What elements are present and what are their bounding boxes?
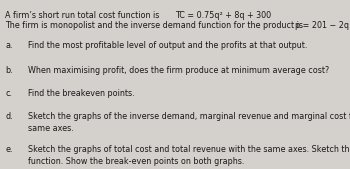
Text: A firm’s short run total cost function is: A firm’s short run total cost function i… — [5, 11, 159, 20]
Text: p = 201 − 2q: p = 201 − 2q — [295, 21, 349, 30]
Text: Sketch the graphs of the inverse demand, marginal revenue and marginal cost func: Sketch the graphs of the inverse demand,… — [28, 112, 350, 133]
Text: The firm is monopolist and the inverse demand function for the product is: The firm is monopolist and the inverse d… — [5, 21, 303, 30]
Text: d.: d. — [5, 112, 13, 121]
Text: Find the most profitable level of output and the profits at that output.: Find the most profitable level of output… — [28, 41, 307, 50]
Text: When maximising profit, does the firm produce at minimum average cost?: When maximising profit, does the firm pr… — [28, 66, 329, 75]
Text: a.: a. — [5, 41, 13, 50]
Text: b.: b. — [5, 66, 13, 75]
Text: Find the breakeven points.: Find the breakeven points. — [28, 89, 135, 98]
Text: c.: c. — [5, 89, 12, 98]
Text: e.: e. — [5, 145, 13, 154]
Text: TC = 0.75q² + 8q + 300: TC = 0.75q² + 8q + 300 — [175, 11, 271, 20]
Text: Sketch the graphs of total cost and total revenue with the same axes. Sketch the: Sketch the graphs of total cost and tota… — [28, 145, 350, 166]
